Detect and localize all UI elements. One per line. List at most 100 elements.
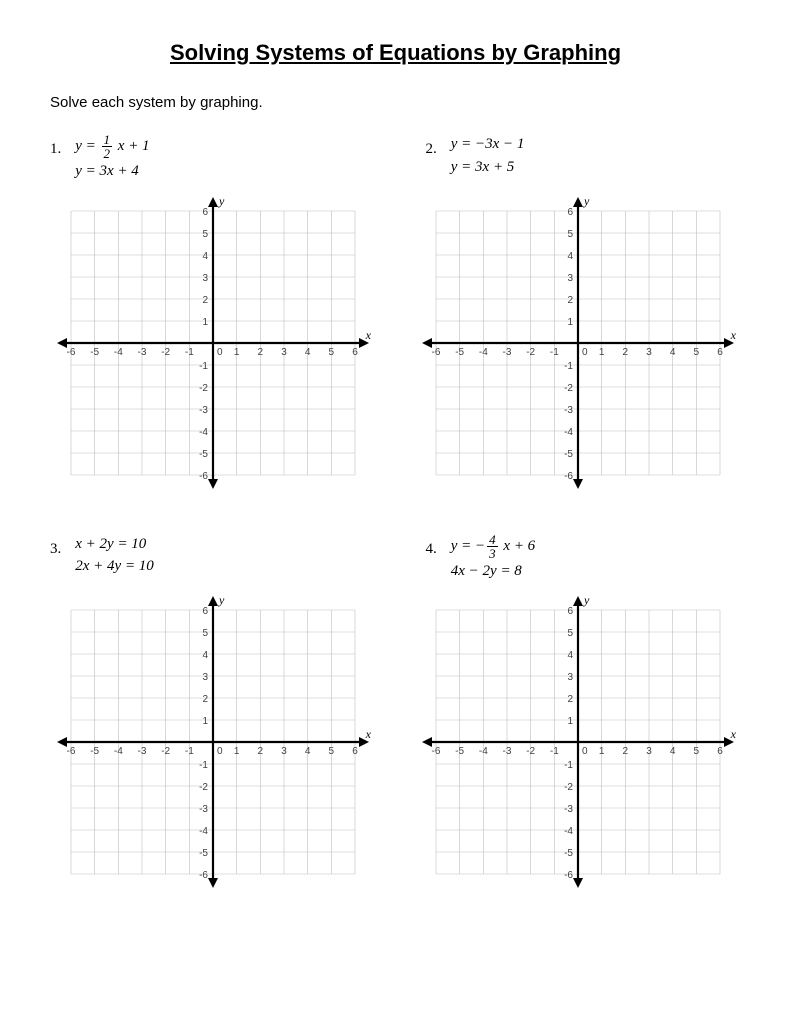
- svg-text:-2: -2: [199, 383, 208, 394]
- svg-text:1: 1: [234, 746, 240, 757]
- svg-text:-2: -2: [564, 782, 573, 793]
- svg-text:5: 5: [328, 746, 334, 757]
- svg-text:-3: -3: [564, 804, 573, 815]
- svg-text:2: 2: [623, 746, 629, 757]
- svg-text:4: 4: [305, 746, 311, 757]
- svg-text:-6: -6: [66, 347, 75, 358]
- svg-text:y: y: [583, 194, 590, 208]
- svg-text:1: 1: [599, 746, 605, 757]
- svg-text:2: 2: [257, 347, 263, 358]
- svg-text:6: 6: [717, 347, 723, 358]
- problem-4: 4. y = −43 x + 6 4x − 2y = 8: [426, 533, 742, 583]
- problems-row-2: 3. x + 2y = 10 2x + 4y = 10 4. y = −43 x…: [50, 533, 741, 583]
- svg-text:x: x: [364, 727, 371, 741]
- svg-text:5: 5: [568, 628, 574, 639]
- svg-text:-2: -2: [161, 746, 170, 757]
- svg-text:-1: -1: [564, 361, 573, 372]
- problem-1: 1. y = 12 x + 1 y = 3x + 4: [50, 133, 366, 183]
- svg-text:-1: -1: [550, 347, 559, 358]
- svg-text:-5: -5: [90, 746, 99, 757]
- svg-text:-3: -3: [503, 746, 512, 757]
- equation-1: y = −43 x + 6: [451, 533, 535, 560]
- svg-text:-5: -5: [564, 449, 573, 460]
- page-title: Solving Systems of Equations by Graphing: [50, 40, 741, 66]
- problems-row-1: 1. y = 12 x + 1 y = 3x + 4 2. y = −3x − …: [50, 133, 741, 183]
- svg-text:6: 6: [568, 207, 574, 218]
- svg-text:-5: -5: [199, 449, 208, 460]
- svg-text:3: 3: [202, 273, 208, 284]
- svg-text:-1: -1: [550, 746, 559, 757]
- svg-text:-4: -4: [114, 746, 123, 757]
- svg-text:-2: -2: [199, 782, 208, 793]
- svg-text:-1: -1: [564, 760, 573, 771]
- svg-text:-6: -6: [564, 471, 573, 482]
- coordinate-grid: -6-5-4-3-2-1123456-6-5-4-3-2-11234560xy: [418, 193, 738, 493]
- svg-text:1: 1: [599, 347, 605, 358]
- problem-3: 3. x + 2y = 10 2x + 4y = 10: [50, 533, 366, 583]
- graph-3: -6-5-4-3-2-1123456-6-5-4-3-2-11234560xy: [50, 592, 376, 892]
- svg-text:x: x: [730, 328, 737, 342]
- svg-text:3: 3: [568, 672, 574, 683]
- svg-text:0: 0: [217, 347, 223, 358]
- svg-text:2: 2: [568, 694, 574, 705]
- problem-num: 1.: [50, 133, 61, 158]
- svg-text:-4: -4: [479, 746, 488, 757]
- svg-text:-3: -3: [503, 347, 512, 358]
- svg-text:6: 6: [352, 347, 358, 358]
- svg-text:-1: -1: [185, 347, 194, 358]
- graphs-row-1: -6-5-4-3-2-1123456-6-5-4-3-2-11234560xy …: [50, 193, 741, 493]
- svg-text:6: 6: [717, 746, 723, 757]
- problem-equations: y = −3x − 1 y = 3x + 5: [451, 133, 525, 178]
- svg-text:-2: -2: [161, 347, 170, 358]
- svg-text:y: y: [218, 593, 225, 607]
- svg-text:x: x: [364, 328, 371, 342]
- svg-text:1: 1: [234, 347, 240, 358]
- svg-text:-5: -5: [455, 347, 464, 358]
- svg-text:5: 5: [694, 347, 700, 358]
- graph-2: -6-5-4-3-2-1123456-6-5-4-3-2-11234560xy: [416, 193, 742, 493]
- svg-text:-4: -4: [479, 347, 488, 358]
- instructions: Solve each system by graphing.: [50, 94, 741, 111]
- svg-text:-5: -5: [199, 848, 208, 859]
- svg-text:2: 2: [623, 347, 629, 358]
- graphs-row-2: -6-5-4-3-2-1123456-6-5-4-3-2-11234560xy …: [50, 592, 741, 892]
- svg-text:-6: -6: [432, 347, 441, 358]
- svg-text:-6: -6: [199, 870, 208, 881]
- svg-text:-3: -3: [199, 405, 208, 416]
- svg-text:-4: -4: [564, 826, 573, 837]
- svg-text:6: 6: [352, 746, 358, 757]
- svg-text:-6: -6: [66, 746, 75, 757]
- svg-text:2: 2: [568, 295, 574, 306]
- svg-text:4: 4: [202, 650, 208, 661]
- svg-text:-4: -4: [199, 826, 208, 837]
- svg-text:3: 3: [646, 746, 652, 757]
- svg-text:-1: -1: [199, 361, 208, 372]
- svg-text:-4: -4: [199, 427, 208, 438]
- svg-text:6: 6: [202, 207, 208, 218]
- svg-text:-3: -3: [564, 405, 573, 416]
- svg-text:6: 6: [202, 606, 208, 617]
- svg-text:4: 4: [305, 347, 311, 358]
- equation-1: y = 12 x + 1: [75, 133, 149, 160]
- svg-text:x: x: [730, 727, 737, 741]
- equation-2: 2x + 4y = 10: [75, 555, 154, 578]
- svg-text:y: y: [583, 593, 590, 607]
- problem-2: 2. y = −3x − 1 y = 3x + 5: [426, 133, 742, 183]
- svg-text:2: 2: [202, 694, 208, 705]
- svg-text:-4: -4: [114, 347, 123, 358]
- equation-2: 4x − 2y = 8: [451, 560, 535, 583]
- svg-text:-2: -2: [526, 347, 535, 358]
- svg-text:-5: -5: [564, 848, 573, 859]
- svg-text:2: 2: [257, 746, 263, 757]
- svg-text:3: 3: [281, 347, 287, 358]
- equation-2: y = 3x + 4: [75, 160, 149, 183]
- problem-equations: y = −43 x + 6 4x − 2y = 8: [451, 533, 535, 583]
- coordinate-grid: -6-5-4-3-2-1123456-6-5-4-3-2-11234560xy: [53, 193, 373, 493]
- equation-1: y = −3x − 1: [451, 133, 525, 156]
- svg-text:y: y: [218, 194, 225, 208]
- svg-text:3: 3: [281, 746, 287, 757]
- coordinate-grid: -6-5-4-3-2-1123456-6-5-4-3-2-11234560xy: [53, 592, 373, 892]
- svg-text:-6: -6: [199, 471, 208, 482]
- svg-text:0: 0: [582, 347, 588, 358]
- svg-text:1: 1: [202, 317, 208, 328]
